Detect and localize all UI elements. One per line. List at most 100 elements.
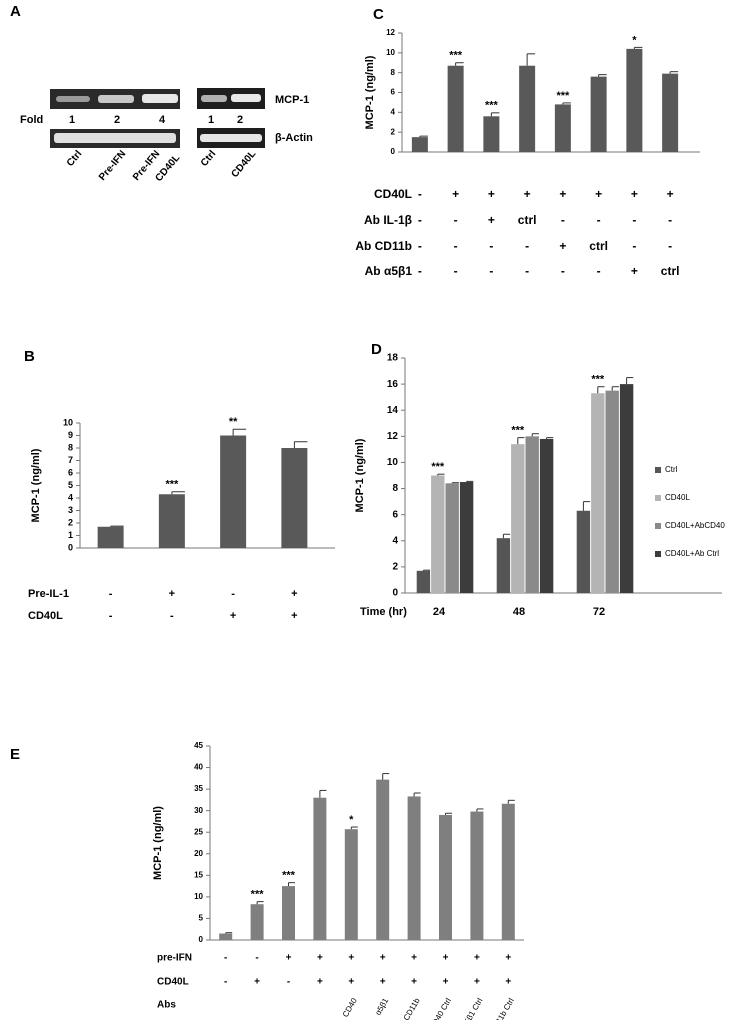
y-tick-label: 20 (194, 849, 203, 858)
gel-label: β-Actin (275, 132, 313, 144)
y-tick-label: 6 (392, 509, 398, 520)
fold-value: 1 (208, 114, 214, 126)
row-cell: + (291, 588, 297, 600)
row-cell: + (286, 953, 292, 964)
annotation: ** (229, 416, 238, 428)
annotation: *** (431, 461, 445, 473)
row-cell: - (525, 239, 529, 253)
y-tick-label: 4 (68, 492, 73, 502)
y-tick-label: 35 (194, 784, 203, 793)
row-cell: + (667, 187, 674, 201)
lane-label: Ctrl (199, 148, 219, 168)
bar (605, 390, 619, 593)
bar (281, 448, 308, 548)
row-cell: - (170, 610, 174, 622)
row-cell: ctrl (661, 264, 680, 278)
y-tick-label: 40 (194, 763, 203, 772)
bar (519, 65, 536, 152)
row-cell: + (411, 977, 417, 988)
row-cell: - (597, 264, 601, 278)
y-tick-label: 6 (391, 88, 396, 97)
legend-label: CD40L (665, 493, 690, 502)
y-tick-label: 12 (387, 431, 399, 442)
fold-value: 1 (69, 114, 75, 126)
row-cell: + (348, 953, 354, 964)
row-cell: + (230, 610, 236, 622)
gel-band (200, 134, 262, 142)
row-cell: + (524, 187, 531, 201)
row-cell: α5β1 (373, 996, 390, 1017)
y-tick-label: 10 (386, 48, 395, 57)
gel-band (201, 95, 227, 102)
y-tick-label: 16 (387, 379, 399, 390)
gel-band (54, 133, 176, 143)
row-cell: - (454, 239, 458, 253)
x-tick-label: 48 (513, 606, 525, 618)
row-label: pre-IFN (157, 953, 192, 964)
y-tick-label: 5 (68, 480, 73, 490)
legend-swatch (655, 523, 661, 529)
bar (407, 796, 421, 940)
legend-label: CD40L+Ab Ctrl (665, 549, 719, 558)
y-tick-label: 8 (68, 442, 73, 452)
y-tick-label: 15 (194, 870, 203, 879)
row-label: Ab CD11b (355, 239, 412, 253)
row-cell: + (254, 977, 260, 988)
y-tick-label: 0 (392, 588, 398, 599)
row-cell: + (488, 213, 495, 227)
row-label: Ab IL-1β (364, 213, 412, 227)
row-cell: - (418, 213, 422, 227)
bar (525, 436, 539, 593)
bar (220, 435, 247, 548)
bar (158, 494, 185, 548)
row-cell: + (505, 977, 511, 988)
legend-swatch (655, 551, 661, 557)
bar (431, 475, 445, 593)
panel-letter: C (373, 6, 384, 23)
bar (483, 116, 500, 152)
bar (470, 811, 484, 940)
y-tick-label: 7 (68, 455, 73, 465)
row-label: CD40L (28, 610, 63, 622)
bar (619, 384, 634, 593)
row-cell: - (224, 977, 227, 988)
bar (282, 886, 295, 940)
bar (539, 438, 554, 593)
panel-letter: A (10, 3, 21, 20)
row-cell: + (595, 187, 602, 201)
row-label: CD40L (374, 187, 412, 201)
gel-label: MCP-1 (275, 94, 309, 106)
row-cell: - (224, 953, 227, 964)
gel-band (231, 94, 261, 102)
legend-swatch (655, 495, 661, 501)
y-tick-label: 10 (63, 417, 73, 427)
row-cell: + (380, 977, 386, 988)
row-cell: + (411, 953, 417, 964)
y-tick-label: 3 (68, 505, 73, 515)
bar (591, 393, 605, 593)
row-label: CD40L (157, 977, 189, 988)
y-tick-label: 14 (387, 405, 399, 416)
row-cell: + (169, 588, 175, 600)
y-tick-label: 10 (194, 892, 203, 901)
y-tick-label: 45 (194, 741, 203, 750)
annotation: * (349, 814, 354, 826)
row-cell: - (418, 187, 422, 201)
y-tick-label: 18 (387, 353, 399, 364)
row-cell: + (505, 953, 511, 964)
annotation: *** (591, 374, 605, 386)
legend-label: Ctrl (665, 465, 678, 474)
panel-a: A MCP-1 β-Actin Fold 1 2 4 1 2 Ctrl Pre-… (10, 3, 313, 184)
bar (219, 933, 233, 940)
y-tick-label: 8 (392, 483, 398, 494)
row-cell: - (109, 588, 113, 600)
y-tick-label: 2 (68, 517, 73, 527)
row-cell: + (488, 187, 495, 201)
y-tick-label: 10 (387, 457, 399, 468)
bar (459, 482, 474, 593)
fold-label: Fold (20, 114, 43, 126)
row-cell: + (631, 187, 638, 201)
bar (511, 444, 525, 593)
y-tick-label: 6 (68, 467, 73, 477)
row-cell: + (631, 264, 638, 278)
